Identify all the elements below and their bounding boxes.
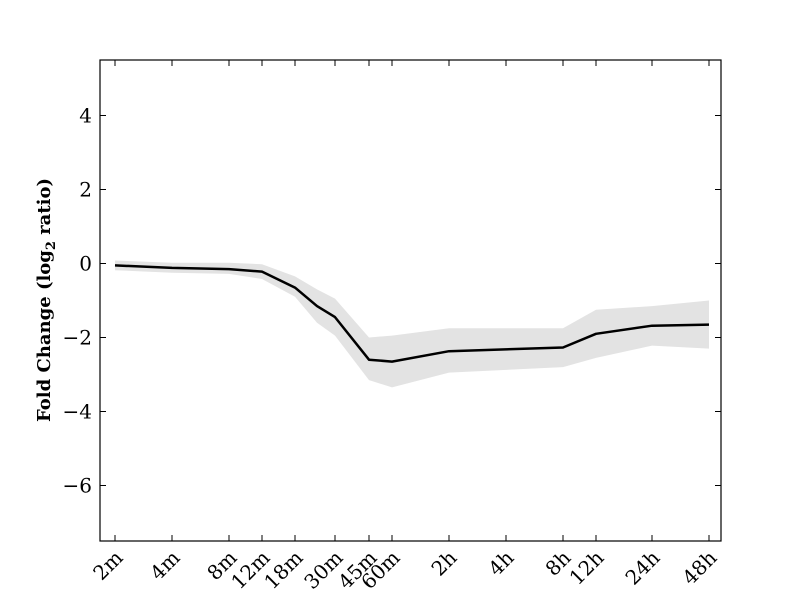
x-tick-label: 18m xyxy=(259,546,307,594)
x-tick-label: 48h xyxy=(677,545,721,589)
series-line-layer xyxy=(114,264,710,363)
series-line xyxy=(114,264,710,363)
x-tick-label: 4h xyxy=(483,545,518,580)
y-axis: −6 −4 −2 0 2 4 xyxy=(63,104,721,498)
y-tick-label: −2 xyxy=(63,326,92,350)
plot-frame xyxy=(99,59,722,542)
y-tick-label: −4 xyxy=(63,400,92,424)
y-tick-label: 4 xyxy=(79,104,92,128)
x-tick-label: 12h xyxy=(564,545,608,589)
x-tick-label: 2h xyxy=(426,545,461,580)
x-tick-label: 24h xyxy=(620,545,664,589)
y-tick-label: −6 xyxy=(63,474,92,498)
confidence-band-layer xyxy=(115,260,709,388)
x-tick-label: 4m xyxy=(145,546,184,585)
confidence-band xyxy=(115,260,709,388)
y-tick-label: 2 xyxy=(79,178,92,202)
y-axis-title: Fold Change (log2 ratio) xyxy=(34,178,59,422)
y-tick-label: 0 xyxy=(79,252,92,276)
x-tick-label: 2m xyxy=(88,546,127,585)
